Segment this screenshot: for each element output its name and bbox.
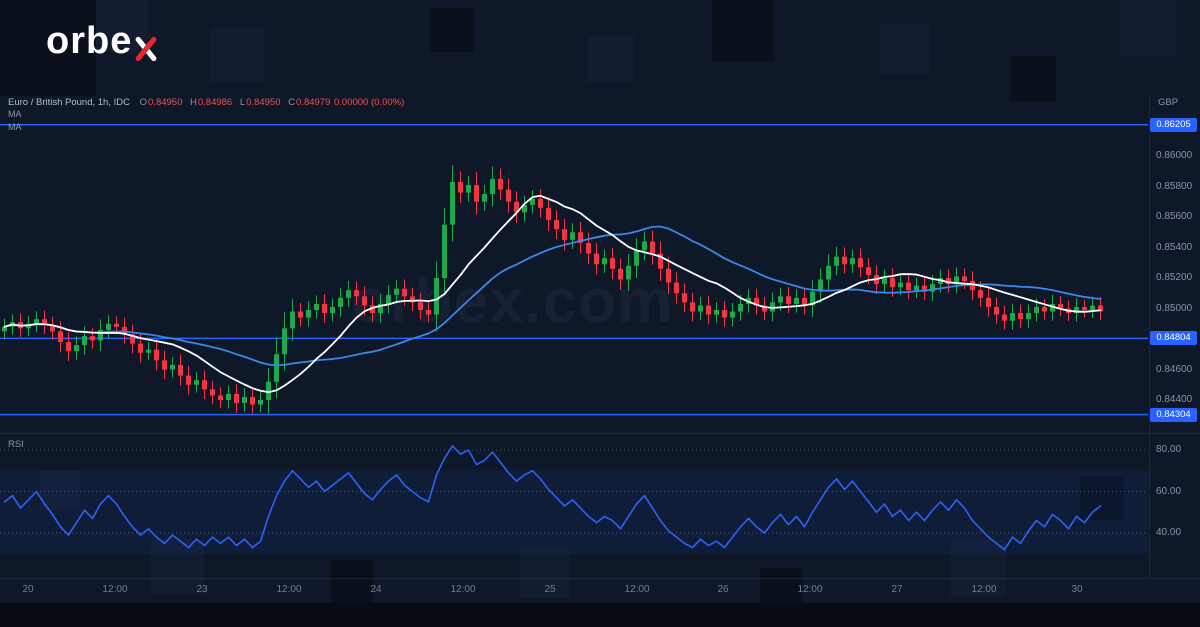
time-axis[interactable]: 20 12:00 23 12:00 24 12:00 25 12:00 26 12:00 27 12:… bbox=[0, 584, 1200, 600]
background-square bbox=[1120, 0, 1176, 56]
background-square bbox=[210, 28, 264, 82]
open-value: 0.84950 bbox=[148, 97, 183, 108]
background-square bbox=[0, 0, 96, 96]
background-square bbox=[1010, 56, 1056, 102]
ma-legend-blue[interactable]: MA bbox=[8, 122, 22, 132]
background-square bbox=[330, 560, 374, 604]
time-axis-label: 12:00 bbox=[276, 584, 302, 595]
time-axis-label: 12:00 bbox=[624, 584, 650, 595]
time-axis-label: 12:00 bbox=[450, 584, 476, 595]
change-value: 0.00000 (0.00%) bbox=[334, 97, 405, 108]
logo-x-icon bbox=[134, 31, 158, 69]
open-label: O bbox=[139, 97, 148, 108]
symbol-info-row: Euro / British Pound, 1h, IDC O0.84950 H… bbox=[8, 97, 404, 108]
time-axis-label: 12:00 bbox=[971, 584, 997, 595]
candlestick-series bbox=[2, 165, 1103, 414]
rsi-band bbox=[0, 470, 1148, 554]
time-axis-label: 27 bbox=[891, 584, 903, 595]
footer-strip bbox=[0, 603, 1200, 627]
background-square bbox=[880, 24, 930, 74]
background-square bbox=[520, 548, 570, 598]
time-axis-label: 24 bbox=[370, 584, 382, 595]
high-label: H bbox=[190, 97, 197, 108]
background-square bbox=[430, 8, 474, 52]
time-axis-label: 25 bbox=[544, 584, 556, 595]
time-axis-label: 12:00 bbox=[797, 584, 823, 595]
background-square bbox=[1080, 476, 1124, 520]
rsi-line bbox=[3, 445, 1102, 551]
orbex-logo: orbe bbox=[46, 22, 158, 69]
low-value: 0.84950 bbox=[246, 97, 281, 108]
background-square bbox=[712, 0, 774, 62]
time-axis-label: 23 bbox=[196, 584, 208, 595]
time-axis-label: 30 bbox=[1071, 584, 1083, 595]
low-label: L bbox=[239, 97, 246, 108]
background-square bbox=[588, 36, 634, 82]
high-value: 0.84986 bbox=[197, 97, 233, 108]
ma-blue-line bbox=[3, 225, 1102, 367]
time-axis-label: 26 bbox=[717, 584, 729, 595]
rsi-legend[interactable]: RSI bbox=[8, 439, 24, 450]
symbol-title[interactable]: Euro / British Pound, 1h, IDC bbox=[8, 97, 130, 108]
logo-text: orbe bbox=[46, 20, 133, 62]
ma-white-line bbox=[3, 194, 1102, 394]
currency-label: GBP bbox=[1158, 97, 1179, 108]
background-square bbox=[40, 470, 80, 510]
ma-legend-white[interactable]: MA bbox=[8, 109, 22, 119]
close-label: C bbox=[288, 97, 296, 108]
time-axis-divider bbox=[0, 578, 1200, 579]
close-value: 0.84979 bbox=[296, 97, 331, 108]
pane-divider bbox=[0, 433, 1200, 434]
time-axis-label: 12:00 bbox=[102, 584, 128, 595]
price-axis-divider bbox=[1149, 95, 1150, 578]
background-square bbox=[150, 540, 204, 594]
time-axis-label: 20 bbox=[22, 584, 34, 595]
background-square bbox=[950, 540, 1006, 596]
